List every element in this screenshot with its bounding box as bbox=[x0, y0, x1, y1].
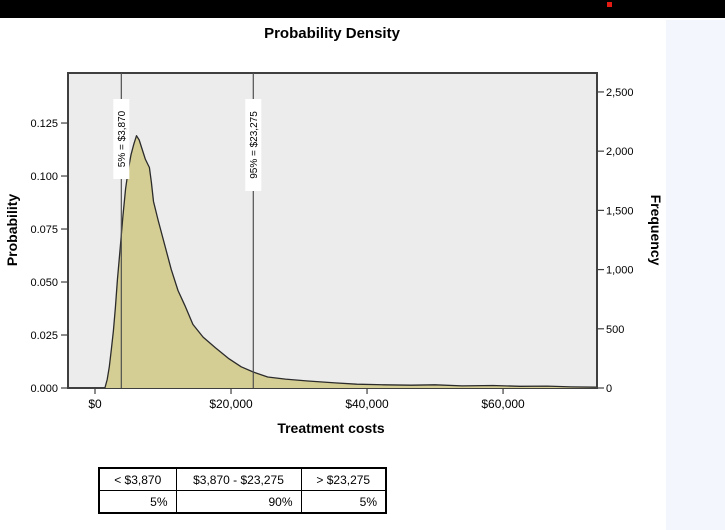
y-left-tick-label: 0.125 bbox=[30, 118, 58, 130]
reference-label-box bbox=[245, 99, 262, 191]
table-header-cell: > $23,275 bbox=[300, 467, 387, 491]
x-tick-label: $20,000 bbox=[209, 397, 253, 411]
y-axis-left-title: Probability bbox=[4, 194, 20, 267]
y-left-tick-label: 0.050 bbox=[30, 277, 58, 289]
percentile-table: < $3,870 $3,870 - $23,275 > $23,275 5% 9… bbox=[98, 467, 387, 514]
reference-label: 5% = $3,870 bbox=[117, 110, 128, 167]
top-bar bbox=[0, 0, 725, 18]
table-value-cell: 5% bbox=[300, 490, 387, 514]
chart-title: Probability Density bbox=[264, 25, 401, 42]
table-header-row: < $3,870 $3,870 - $23,275 > $23,275 bbox=[98, 467, 387, 491]
red-indicator-dot bbox=[607, 2, 612, 7]
y-right-tick-label: 2,000 bbox=[606, 146, 634, 158]
x-tick-label: $40,000 bbox=[345, 397, 389, 411]
reference-label: 95% = $23,275 bbox=[249, 111, 260, 179]
table-value-cell: 90% bbox=[175, 490, 302, 514]
y-right-tick-label: 0 bbox=[606, 383, 612, 395]
density-area bbox=[104, 135, 597, 388]
y-axis-right-title: Frequency bbox=[648, 195, 664, 266]
axes: $0 $20,000 $40,000 $60,000 0.000 0.025 0.050 0.… bbox=[30, 87, 633, 411]
reference-label-box bbox=[113, 99, 130, 179]
x-tick-label: $0 bbox=[88, 397, 102, 411]
x-tick-label: $60,000 bbox=[481, 397, 525, 411]
y-left-tick-label: 0.025 bbox=[30, 330, 58, 342]
y-right-tick-label: 1,000 bbox=[606, 265, 634, 277]
density-chart: 5% = $3,870 95% = $23,275 $0 $20,000 $40,00… bbox=[4, 25, 664, 436]
y-left-tick-label: 0.075 bbox=[30, 224, 58, 236]
table-value-row: 5% 90% 5% bbox=[98, 490, 387, 514]
y-right-tick-label: 2,500 bbox=[606, 87, 634, 99]
table-header-cell: < $3,870 bbox=[98, 467, 177, 491]
y-right-tick-label: 1,500 bbox=[606, 205, 634, 217]
side-panel bbox=[666, 20, 725, 530]
table-header-cell: $3,870 - $23,275 bbox=[175, 467, 302, 491]
y-left-tick-label: 0.100 bbox=[30, 171, 58, 183]
y-right-tick-label: 500 bbox=[606, 324, 624, 336]
reference-lines: 5% = $3,870 95% = $23,275 bbox=[113, 73, 262, 388]
x-axis-title: Treatment costs bbox=[277, 420, 385, 436]
table-value-cell: 5% bbox=[98, 490, 177, 514]
y-left-tick-label: 0.000 bbox=[30, 383, 58, 395]
